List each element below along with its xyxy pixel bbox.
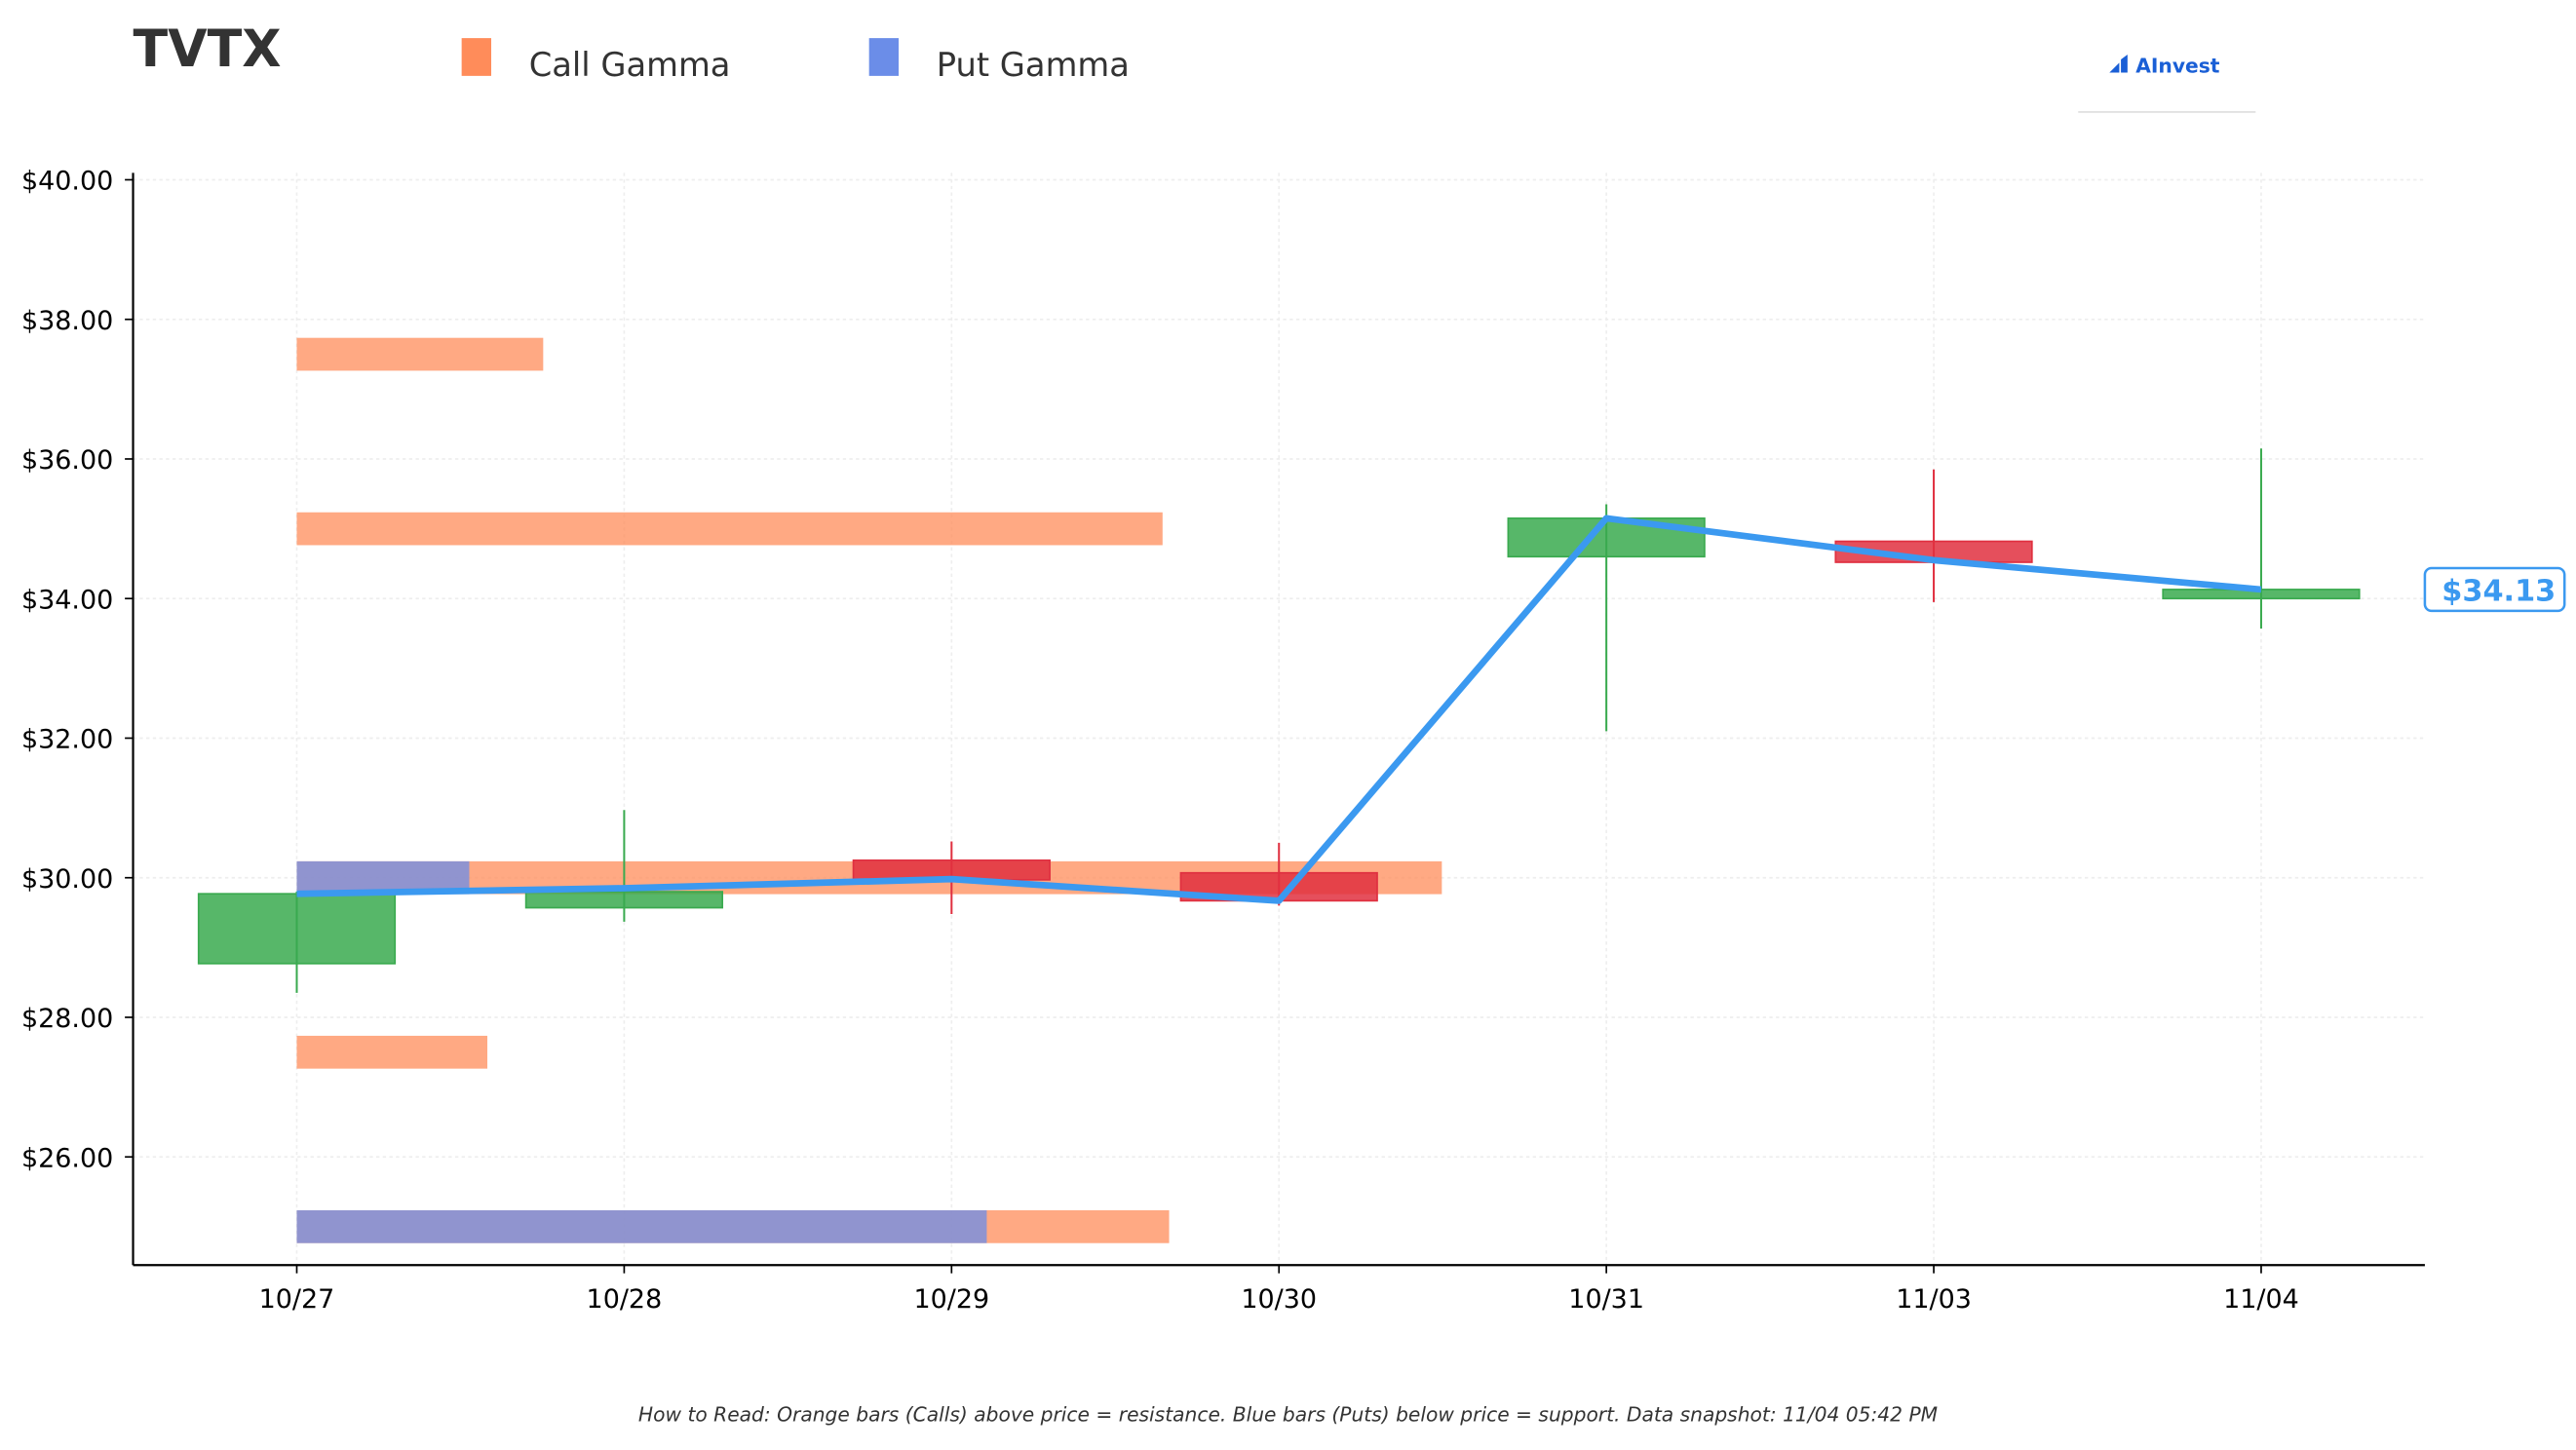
legend-label: Call Gamma <box>529 46 731 84</box>
gamma-bar <box>296 1209 987 1243</box>
legend-swatch <box>461 38 491 76</box>
gamma-bar <box>296 512 1163 546</box>
brand-text: AInvest <box>2135 55 2219 78</box>
y-tick-label: $36.00 <box>21 445 113 476</box>
y-tick-label: $38.00 <box>21 306 113 336</box>
brand-logo: AInvest <box>2078 54 2256 113</box>
price-line <box>296 515 2262 904</box>
x-tick-label: 10/29 <box>913 1284 989 1315</box>
candle-body <box>197 893 397 965</box>
y-tick-label: $30.00 <box>21 864 113 895</box>
footnote: How to Read: Orange bars (Calls) above p… <box>638 1402 1938 1426</box>
last-price-label: $34.13 <box>2441 575 2556 609</box>
x-tick-label: 10/30 <box>1241 1284 1317 1315</box>
gamma-bar <box>296 337 544 371</box>
x-tick-label: 10/28 <box>587 1284 663 1315</box>
y-tick-label: $40.00 <box>21 167 113 197</box>
y-tick-label: $32.00 <box>21 725 113 755</box>
x-tick-label: 10/31 <box>1568 1284 1644 1315</box>
last-price-box <box>2423 566 2566 613</box>
candle-body <box>2162 589 2361 600</box>
y-tick-label: $26.00 <box>21 1143 113 1173</box>
x-tick-label: 11/04 <box>2223 1284 2299 1315</box>
chart-title: TVTX <box>134 20 282 79</box>
legend-label: Put Gamma <box>937 46 1130 84</box>
logo-icon <box>2109 54 2128 73</box>
legend-swatch <box>868 38 900 76</box>
gamma-bar <box>296 1035 488 1069</box>
y-tick-label: $34.00 <box>21 585 113 615</box>
candle-body <box>524 891 724 909</box>
y-tick-label: $28.00 <box>21 1004 113 1034</box>
x-tick-label: 11/03 <box>1896 1284 1972 1315</box>
x-tick-label: 10/27 <box>259 1284 335 1315</box>
